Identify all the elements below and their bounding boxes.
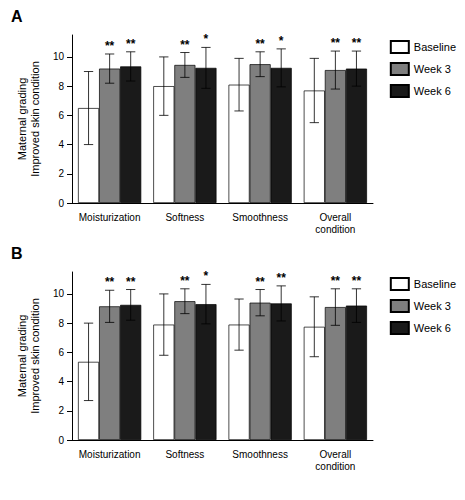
svg-text:Baseline: Baseline (414, 41, 456, 53)
svg-text:Overall: Overall (320, 212, 352, 223)
svg-text:**: ** (255, 275, 265, 289)
svg-text:Maternal grading: Maternal grading (16, 315, 28, 398)
svg-text:**: ** (180, 38, 190, 52)
svg-text:*: * (204, 269, 209, 283)
svg-text:Moisturization: Moisturization (79, 212, 141, 223)
svg-text:**: ** (126, 37, 136, 51)
svg-text:**: ** (255, 37, 265, 51)
svg-text:2: 2 (58, 168, 64, 179)
svg-text:Week 3: Week 3 (414, 63, 451, 75)
svg-text:B: B (11, 245, 23, 262)
svg-text:**: ** (277, 271, 287, 285)
svg-text:10: 10 (53, 51, 65, 62)
svg-text:**: ** (352, 36, 362, 50)
svg-text:0: 0 (58, 198, 64, 209)
svg-text:8: 8 (58, 318, 64, 329)
svg-text:**: ** (126, 275, 136, 289)
svg-text:4: 4 (58, 139, 64, 150)
svg-text:Overall: Overall (320, 449, 352, 460)
svg-text:Softness: Softness (165, 212, 204, 223)
svg-text:10: 10 (53, 288, 65, 299)
svg-text:Softness: Softness (165, 449, 204, 460)
svg-text:Smoothness: Smoothness (232, 212, 288, 223)
svg-text:**: ** (105, 39, 115, 53)
svg-text:**: ** (331, 36, 341, 50)
svg-text:6: 6 (58, 347, 64, 358)
svg-text:*: * (279, 34, 284, 48)
svg-text:condition: condition (315, 224, 355, 235)
svg-text:Smoothness: Smoothness (232, 449, 288, 460)
svg-text:6: 6 (58, 110, 64, 121)
svg-text:8: 8 (58, 81, 64, 92)
svg-text:condition: condition (315, 461, 355, 472)
svg-text:A: A (11, 8, 23, 25)
svg-text:**: ** (352, 274, 362, 288)
svg-text:Week 6: Week 6 (414, 322, 451, 334)
svg-text:Improved skin condition: Improved skin condition (29, 61, 41, 177)
svg-text:4: 4 (58, 376, 64, 387)
svg-text:Week 6: Week 6 (414, 85, 451, 97)
svg-text:**: ** (105, 275, 115, 289)
svg-text:*: * (204, 32, 209, 46)
svg-text:Week 3: Week 3 (414, 300, 451, 312)
svg-text:**: ** (331, 274, 341, 288)
svg-text:Moisturization: Moisturization (79, 449, 141, 460)
svg-text:**: ** (180, 274, 190, 288)
svg-text:Maternal grading: Maternal grading (16, 78, 28, 161)
svg-text:2: 2 (58, 405, 64, 416)
svg-text:Improved skin condition: Improved skin condition (29, 298, 41, 414)
svg-text:Baseline: Baseline (414, 278, 456, 290)
svg-text:0: 0 (58, 435, 64, 446)
